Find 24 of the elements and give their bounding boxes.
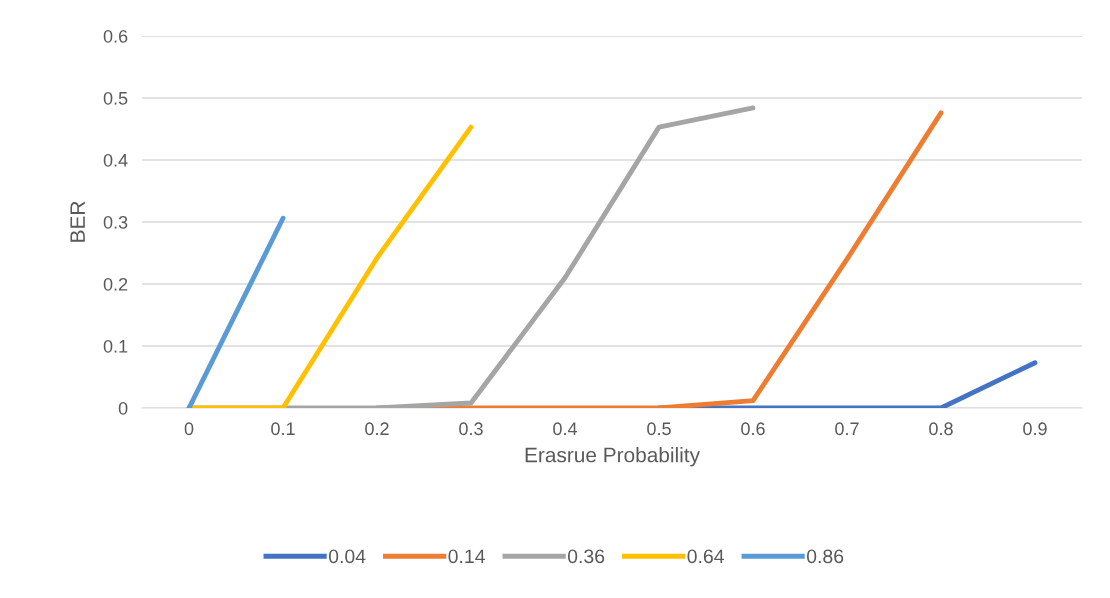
x-tick-label: 0.2 [365,422,389,436]
x-axis-title: Erasrue Probability [525,447,700,467]
x-tick-label: 0.4 [553,422,578,436]
y-tick-label: 0.4 [103,153,128,167]
x-tick-label: 0.7 [835,422,859,436]
y-tick-label: 0.1 [103,339,128,353]
legend-label: 0.64 [687,549,724,564]
y-axis-title: BER [70,201,85,242]
x-tick-label: 0.5 [647,422,671,436]
legend-label: 0.14 [448,549,485,564]
legend-label: 0.04 [328,549,366,564]
y-tick-label: 0.3 [103,215,128,229]
y-tick-label: 0.2 [103,277,128,291]
x-tick-label: 0.3 [459,422,483,436]
legend-label: 0.36 [567,549,605,564]
x-tick-label: 0 [184,422,194,436]
y-tick-label: 0.6 [103,29,128,43]
y-tick-label: 0 [118,401,128,415]
y-tick-label: 0.5 [103,91,128,105]
x-tick-label: 0.6 [741,422,765,436]
x-tick-label: 0.8 [929,422,953,436]
legend-label: 0.86 [806,549,844,564]
x-tick-label: 0.1 [271,422,295,436]
x-tick-label: 0.9 [1023,422,1047,436]
